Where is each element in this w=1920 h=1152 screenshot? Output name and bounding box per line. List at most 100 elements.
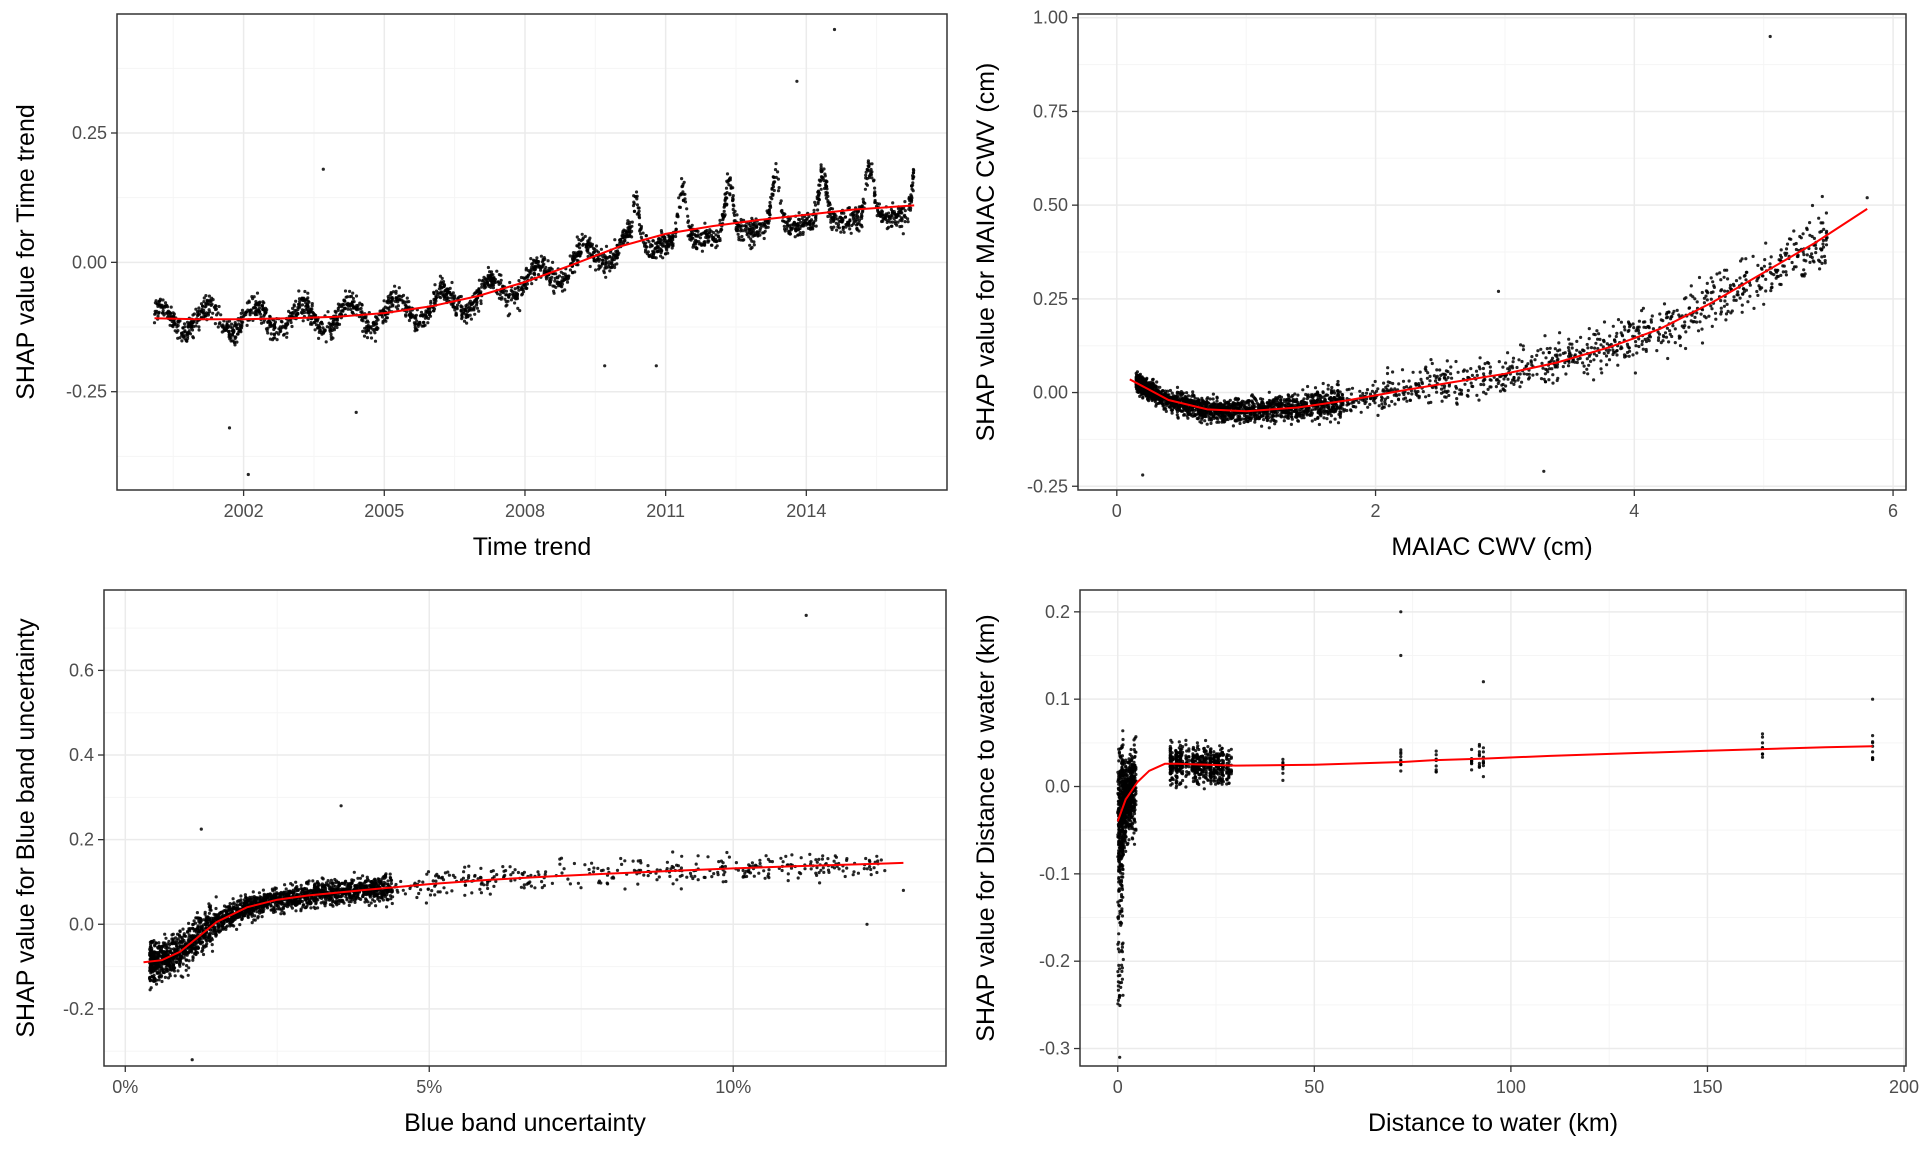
data-point <box>1794 265 1798 269</box>
data-point <box>1372 396 1376 400</box>
data-point <box>1194 413 1198 417</box>
data-point <box>1769 289 1773 293</box>
data-point <box>579 239 583 243</box>
data-point <box>691 245 695 249</box>
data-point <box>911 174 915 178</box>
data-point <box>1634 344 1638 348</box>
data-point <box>1558 353 1562 357</box>
data-point <box>480 282 484 286</box>
data-point <box>776 189 781 193</box>
data-point <box>588 236 592 240</box>
data-point <box>1427 401 1431 405</box>
data-point <box>520 292 525 296</box>
data-point <box>840 211 844 215</box>
data-point <box>782 224 786 228</box>
data-point <box>863 201 867 205</box>
data-point <box>351 296 355 301</box>
data-point <box>1792 229 1796 233</box>
data-point <box>1386 366 1390 370</box>
data-point <box>237 330 241 334</box>
data-point <box>1315 390 1319 394</box>
data-point <box>586 250 590 254</box>
data-point <box>210 302 214 306</box>
data-point <box>1446 376 1450 380</box>
data-point <box>896 206 901 211</box>
data-point <box>1238 421 1242 426</box>
data-point <box>860 216 864 220</box>
data-point <box>233 336 237 341</box>
data-point <box>1805 253 1809 257</box>
data-point <box>1695 311 1699 315</box>
data-point <box>462 319 467 323</box>
data-point <box>1270 402 1274 406</box>
data-point <box>329 327 333 332</box>
data-point <box>903 209 907 213</box>
data-point <box>655 250 659 254</box>
data-point <box>776 170 780 174</box>
data-point <box>183 329 187 333</box>
data-point <box>1241 407 1245 411</box>
data-point <box>218 321 222 325</box>
data-point <box>244 310 249 314</box>
data-point <box>1719 299 1723 303</box>
data-point <box>1790 260 1794 265</box>
data-point <box>795 79 799 83</box>
data-point <box>300 308 304 312</box>
data-point <box>1310 419 1314 423</box>
data-point <box>1605 363 1609 367</box>
data-point <box>875 214 879 218</box>
data-point <box>659 229 664 233</box>
data-point <box>1475 373 1479 377</box>
data-point <box>731 198 735 202</box>
data-point <box>604 275 608 279</box>
data-point <box>332 326 336 330</box>
data-point <box>1760 267 1764 271</box>
data-point <box>602 271 606 275</box>
data-point <box>429 299 433 303</box>
data-point <box>1380 395 1384 399</box>
data-point <box>335 325 339 330</box>
data-point <box>175 330 179 334</box>
data-point <box>321 331 325 335</box>
data-point <box>1339 410 1343 414</box>
data-point <box>890 210 895 214</box>
data-point <box>552 284 556 288</box>
data-point <box>423 323 427 327</box>
data-point <box>1164 409 1168 413</box>
data-point <box>374 315 378 319</box>
data-point <box>1316 416 1320 420</box>
data-point <box>1543 334 1547 338</box>
data-point <box>1732 295 1736 299</box>
data-point <box>1611 324 1615 328</box>
data-point <box>1720 288 1724 292</box>
data-point <box>1632 326 1636 330</box>
data-point <box>389 301 393 305</box>
data-point <box>552 272 556 276</box>
data-point <box>230 333 235 337</box>
data-point <box>1673 327 1677 331</box>
data-point <box>175 325 179 329</box>
data-point <box>1456 370 1460 374</box>
data-point <box>1180 403 1184 407</box>
data-point <box>183 337 187 341</box>
data-point <box>1319 400 1323 404</box>
data-point <box>187 324 191 328</box>
data-point <box>1738 276 1742 280</box>
data-point <box>1756 293 1760 297</box>
data-point <box>1530 363 1534 367</box>
data-point <box>624 230 629 234</box>
data-point <box>1811 259 1815 263</box>
data-point <box>1770 282 1774 286</box>
data-point <box>607 260 611 264</box>
data-point <box>306 291 310 295</box>
data-point <box>896 220 900 224</box>
data-point <box>1548 346 1552 350</box>
data-point <box>467 308 471 313</box>
data-point <box>473 312 477 316</box>
data-point <box>1704 294 1708 298</box>
data-point <box>826 214 830 219</box>
data-point <box>1541 366 1545 370</box>
data-point <box>591 246 596 250</box>
data-point <box>194 307 198 311</box>
data-point <box>1762 302 1766 306</box>
